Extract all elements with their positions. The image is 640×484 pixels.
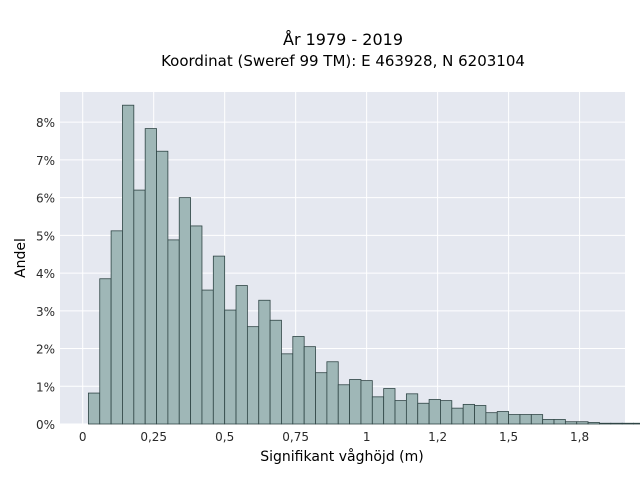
histogram-bar xyxy=(462,403,475,425)
chart-title-line1: År 1979 - 2019 xyxy=(283,30,403,49)
histogram-bar xyxy=(564,421,578,425)
y-tick-label: 0% xyxy=(36,418,55,432)
histogram-bar xyxy=(122,104,135,425)
y-tick-label: 6% xyxy=(36,192,55,206)
histogram-bar xyxy=(553,419,566,425)
histogram-bar xyxy=(360,380,373,425)
histogram-bar xyxy=(337,384,350,425)
histogram-bar xyxy=(417,402,430,425)
y-tick-label: 5% xyxy=(36,229,55,243)
x-tick-label: 1,2 xyxy=(428,430,447,444)
x-tick-label: 1,8 xyxy=(570,430,589,444)
histogram-bar xyxy=(383,388,396,425)
histogram-bar xyxy=(167,239,180,425)
histogram-bar xyxy=(508,414,521,425)
y-tick-label: 7% xyxy=(36,154,55,168)
histogram-bar xyxy=(451,407,464,425)
histogram-bar xyxy=(519,414,532,425)
histogram-bar xyxy=(190,225,203,425)
histogram-bar xyxy=(394,400,407,425)
histogram-bar xyxy=(621,422,634,425)
y-ticks: 0% 1% 2% 3% 4% 5% 6% 7% 8% xyxy=(36,116,55,432)
histogram-bar xyxy=(224,309,237,425)
histogram-bar xyxy=(99,278,112,425)
x-axis-label: Signifikant våghöjd (m) xyxy=(260,448,423,465)
chart-title-line2: Koordinat (Sweref 99 TM): E 463928, N 62… xyxy=(161,52,525,70)
histogram-bar xyxy=(269,319,282,425)
histogram-bar xyxy=(599,422,612,425)
histogram-bar xyxy=(428,399,441,425)
histogram-bar xyxy=(281,353,294,425)
histogram-bar xyxy=(292,336,305,425)
histogram-bar xyxy=(474,405,487,425)
histogram-bar xyxy=(371,396,385,425)
histogram-bar xyxy=(576,421,589,425)
histogram-bar xyxy=(178,197,192,425)
histogram-bar xyxy=(133,189,146,425)
y-tick-label: 4% xyxy=(36,267,55,281)
histogram-bar xyxy=(587,422,600,425)
x-tick-label: 1 xyxy=(363,430,371,444)
bars-layer xyxy=(87,104,640,425)
histogram-bar xyxy=(156,150,169,425)
x-tick-label: 0,75 xyxy=(282,430,309,444)
x-tick-label: 0,25 xyxy=(140,430,167,444)
y-tick-label: 8% xyxy=(36,116,55,130)
y-axis-label: Andel xyxy=(13,238,29,278)
histogram-bar xyxy=(235,285,248,425)
histogram-bar xyxy=(496,411,509,425)
x-tick-label: 0 xyxy=(79,430,87,444)
histogram-bar xyxy=(87,392,101,425)
histogram-bar xyxy=(349,379,362,425)
histogram-bar xyxy=(405,393,419,425)
histogram-bar xyxy=(315,372,328,425)
histogram-bar xyxy=(440,400,453,425)
histogram-bar xyxy=(201,289,214,425)
histogram-bar xyxy=(633,422,640,425)
y-tick-label: 2% xyxy=(36,343,55,357)
histogram-bar xyxy=(110,230,123,425)
histogram-bar xyxy=(542,419,555,425)
histogram-bar xyxy=(530,414,544,425)
histogram-bar xyxy=(326,361,339,425)
histogram-bar xyxy=(144,128,157,425)
histogram-bar xyxy=(246,326,260,425)
histogram-bar xyxy=(258,299,271,425)
x-tick-label: 1,5 xyxy=(499,430,518,444)
x-tick-label: 0,5 xyxy=(215,430,234,444)
histogram-bar xyxy=(303,346,316,425)
histogram-bar xyxy=(610,422,623,425)
histogram-bar xyxy=(212,255,226,425)
x-ticks: 0 0,25 0,5 0,75 1 1,2 1,5 1,8 xyxy=(79,430,589,444)
histogram-bar xyxy=(485,412,498,425)
y-tick-label: 3% xyxy=(36,305,55,319)
y-tick-label: 1% xyxy=(36,380,55,394)
